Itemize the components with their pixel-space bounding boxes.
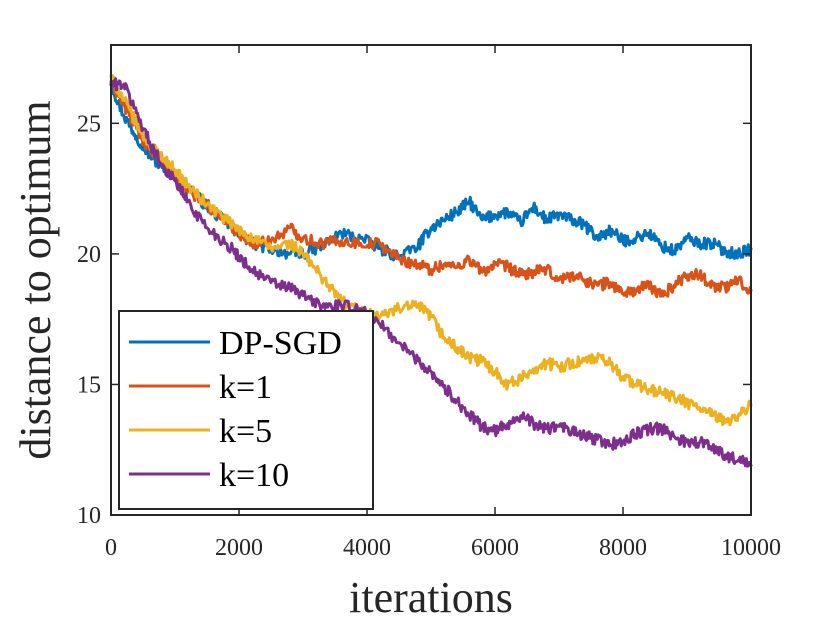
legend-label-dp-sgd: DP-SGD bbox=[219, 325, 342, 362]
x-tick-label-2000: 2000 bbox=[215, 535, 263, 561]
series-line-k-5 bbox=[109, 74, 753, 427]
x-tick-label-4000: 4000 bbox=[343, 535, 391, 561]
x-tick-label-0: 0 bbox=[105, 535, 117, 561]
legend-label-k-10: k=10 bbox=[219, 457, 289, 494]
legend-label-k-5: k=5 bbox=[219, 413, 272, 450]
x-tick-label-6000: 6000 bbox=[471, 535, 519, 561]
legend: DP-SGD k=1 k=5 k=10 bbox=[118, 310, 374, 510]
x-axis-title: iterations bbox=[349, 573, 513, 622]
y-tick-label-15: 15 bbox=[77, 372, 101, 398]
x-tick-label-8000: 8000 bbox=[599, 535, 647, 561]
legend-box bbox=[118, 310, 374, 510]
x-tick-label-10000: 10000 bbox=[721, 535, 781, 561]
series-layer bbox=[109, 74, 753, 468]
y-axis-title: distance to optimum bbox=[11, 100, 60, 459]
series-line-k-10 bbox=[109, 77, 753, 468]
y-tick-label-25: 25 bbox=[77, 111, 101, 137]
plot-frame bbox=[110, 44, 752, 516]
y-tick-label-10: 10 bbox=[77, 503, 101, 529]
y-tick-label-20: 20 bbox=[77, 242, 101, 268]
ticks-layer: 0 2000 4000 6000 8000 10000 10 15 20 25 bbox=[77, 45, 781, 561]
series-line-dp-sgd bbox=[109, 82, 753, 262]
legend-label-k-1: k=1 bbox=[219, 369, 272, 406]
